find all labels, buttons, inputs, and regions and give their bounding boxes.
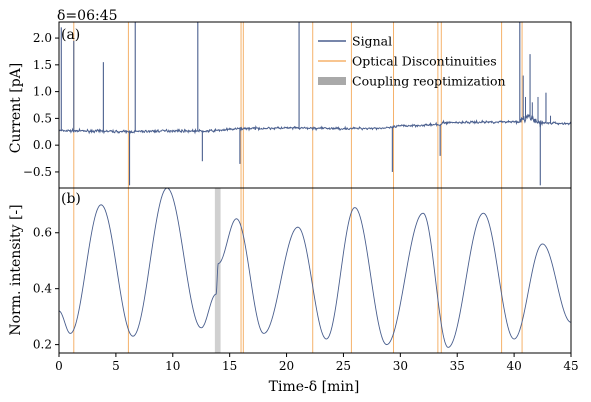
- panel-a-ytick-label-3: 1.0: [33, 85, 52, 99]
- legend-swatch-2: [318, 77, 346, 85]
- x-tick-label-2: 10: [165, 359, 180, 373]
- x-tick-label-1: 5: [112, 359, 120, 373]
- x-tick-label-0: 0: [55, 359, 63, 373]
- panel-a-ytick-label-0: −0.5: [23, 165, 52, 179]
- x-tick-label-3: 15: [222, 359, 237, 373]
- x-tick-label-9: 45: [563, 359, 578, 373]
- panel-a-frame: [58, 21, 572, 189]
- panel-a-ytick-label-4: 1.5: [33, 58, 52, 72]
- panel-a-label: (a): [61, 27, 80, 43]
- delta-label: δ=06:45: [57, 8, 118, 24]
- panel-a-ytick-label-2: 0.5: [33, 111, 52, 125]
- legend-label-1: Optical Discontinuities: [352, 54, 497, 69]
- panel-b-ytick-label-1: 0.4: [33, 282, 52, 296]
- x-axis-label: Time-δ [min]: [269, 379, 360, 395]
- panel-b-ylabel: Norm. intensity [-]: [8, 204, 24, 335]
- panel-b-ytick-label-0: 0.2: [33, 338, 52, 352]
- panel-b-intensity-line: [58, 187, 572, 348]
- panel-a-ytick-label-5: 2.0: [33, 31, 52, 45]
- x-tick-label-4: 20: [279, 359, 294, 373]
- legend-label-0: Signal: [352, 34, 392, 49]
- panel-a-ytick-label-1: 0.0: [33, 138, 52, 152]
- x-tick-label-7: 35: [450, 359, 465, 373]
- panel-b-label: (b): [61, 191, 81, 207]
- panel-b-ytick-label-2: 0.6: [33, 226, 52, 240]
- x-tick-label-8: 40: [506, 359, 521, 373]
- panel-b-frame: [58, 187, 572, 354]
- x-tick-label-6: 30: [393, 359, 408, 373]
- legend-label-2: Coupling reoptimization: [352, 74, 506, 89]
- panel-a-ylabel: Current [pA]: [8, 63, 24, 154]
- x-tick-label-5: 25: [336, 359, 351, 373]
- panel-a-signal-line: [58, 113, 572, 135]
